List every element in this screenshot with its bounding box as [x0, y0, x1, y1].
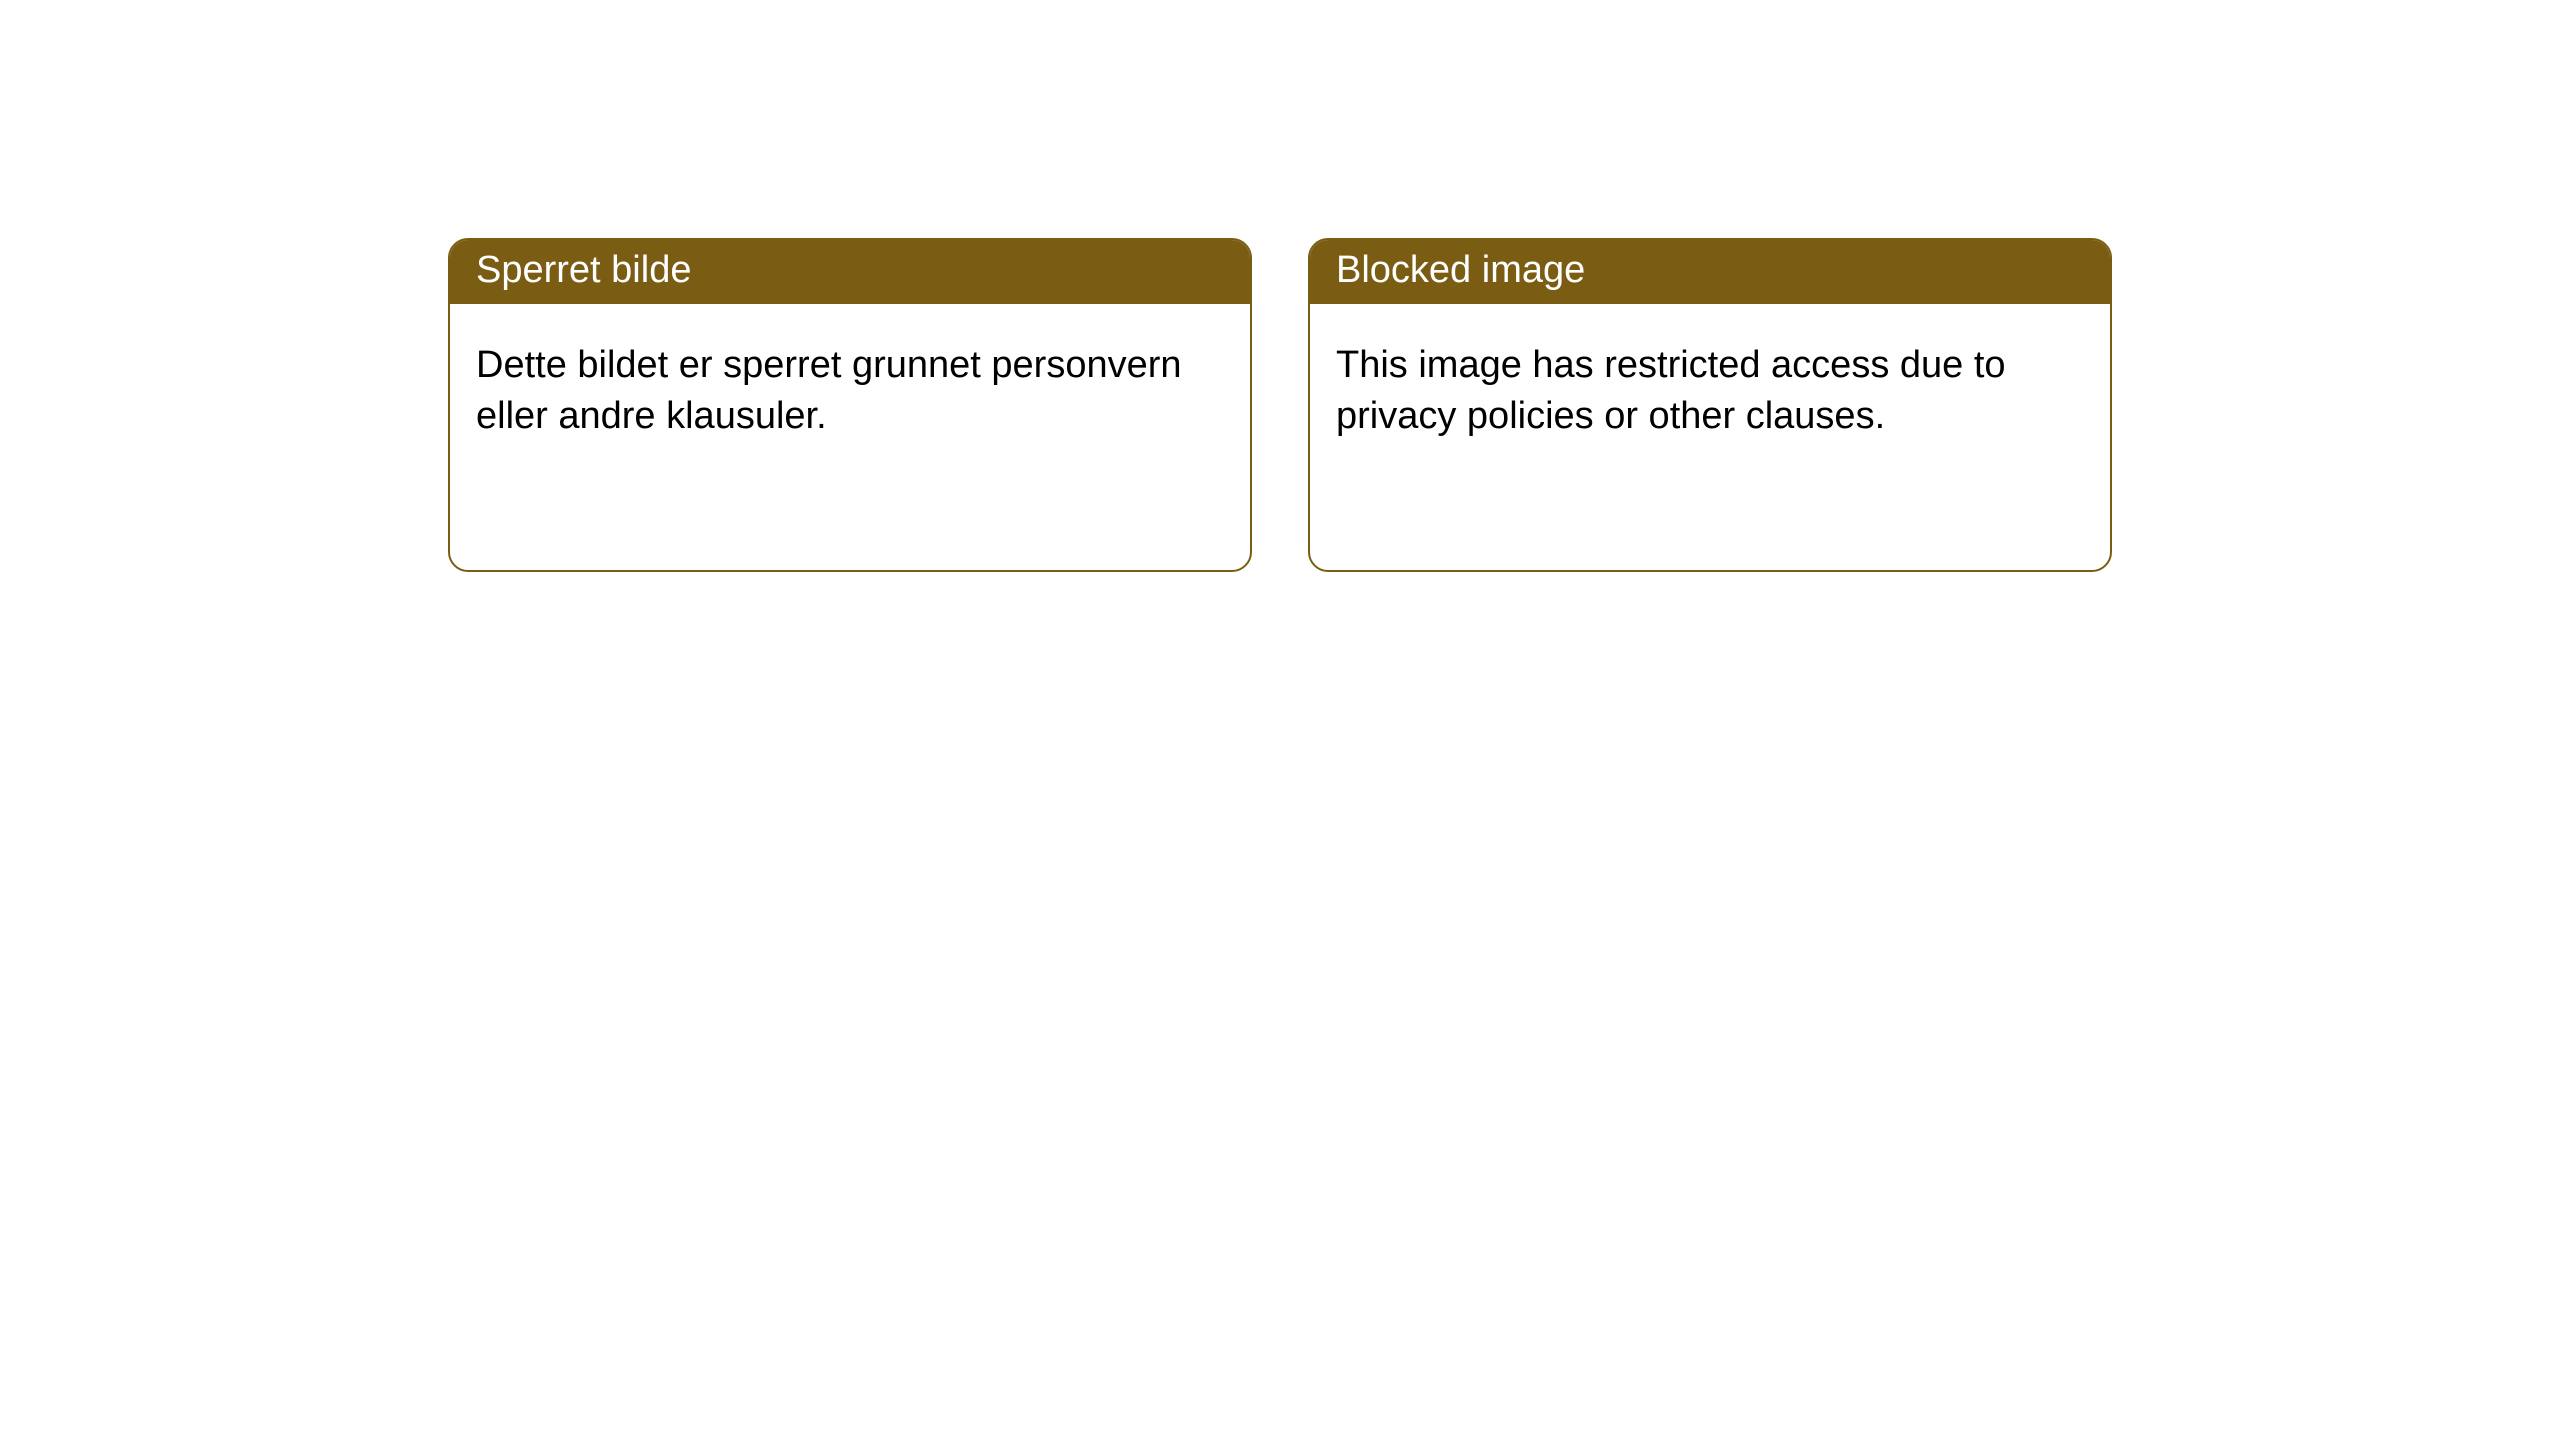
notice-body: This image has restricted access due to … [1310, 304, 2110, 469]
notice-body: Dette bildet er sperret grunnet personve… [450, 304, 1250, 469]
notice-header: Sperret bilde [450, 240, 1250, 304]
notice-card-norwegian: Sperret bilde Dette bildet er sperret gr… [448, 238, 1252, 572]
notice-container: Sperret bilde Dette bildet er sperret gr… [0, 0, 2560, 572]
notice-card-english: Blocked image This image has restricted … [1308, 238, 2112, 572]
notice-header: Blocked image [1310, 240, 2110, 304]
